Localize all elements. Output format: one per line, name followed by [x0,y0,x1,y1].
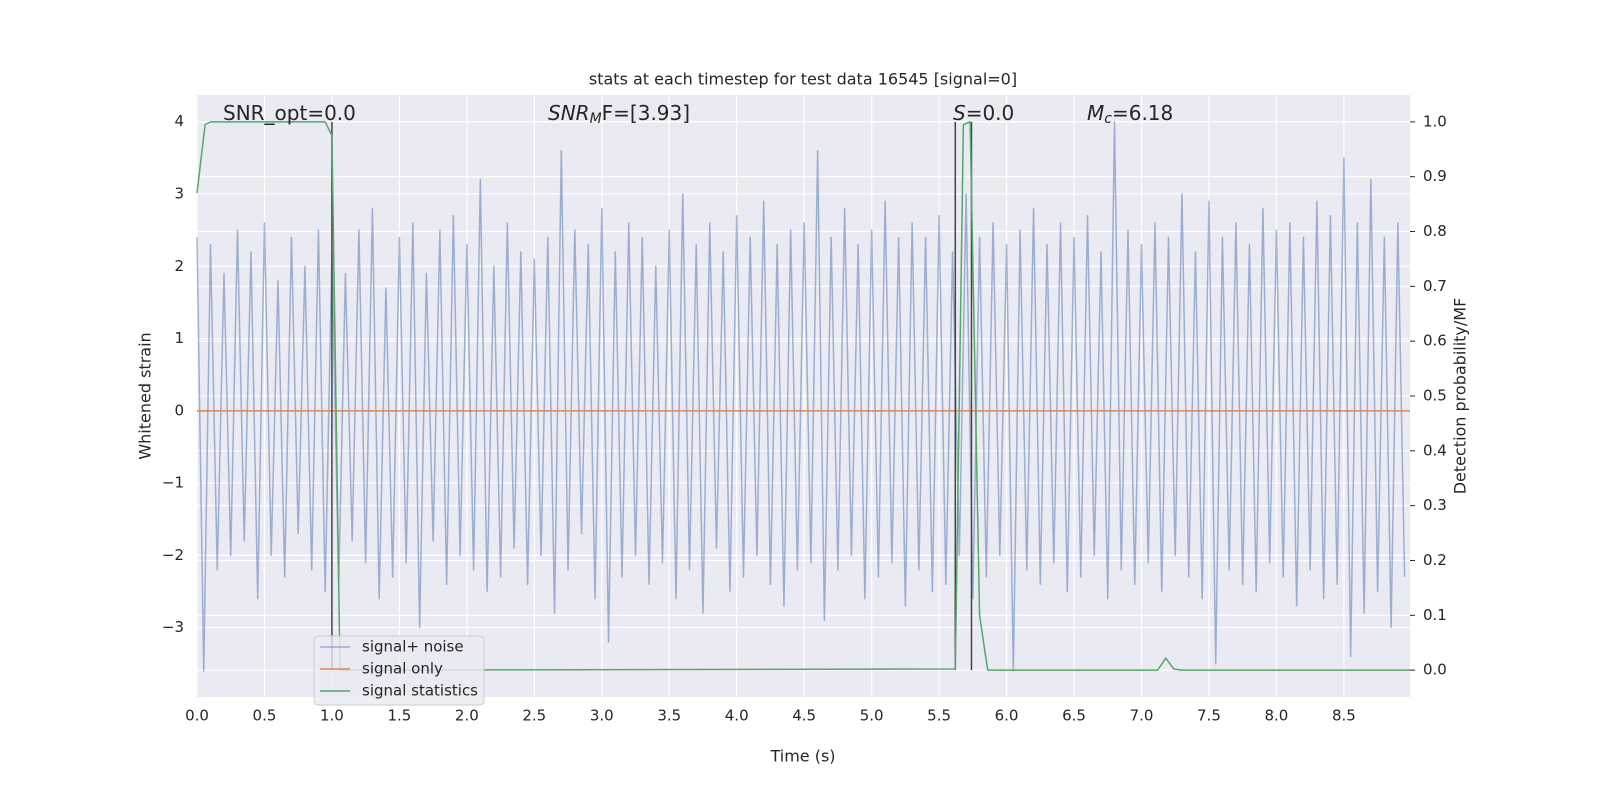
annotation-subscript: M [590,111,602,127]
legend-label: signal statistics [362,682,478,700]
y2-tick-label: 0.7 [1423,277,1447,295]
x-tick-label: 0.5 [253,707,277,725]
x-tick-label: 1.5 [387,707,411,725]
x-tick-label: 8.5 [1332,707,1356,725]
y-axis-label: Whitened strain [136,332,155,459]
y-tick-label: 3 [174,185,184,203]
legend-box [313,635,485,706]
y-tick-label: −1 [162,474,184,492]
y2-tick-label: 0.2 [1423,551,1447,569]
y-tick-label: −2 [162,546,184,564]
x-tick-label: 3.5 [657,707,681,725]
annotation: Mc=6.18 [1087,101,1173,128]
x-tick-label: 7.5 [1197,707,1221,725]
annotation-italic: SNR [548,101,590,125]
y-tick-label: 2 [174,257,184,275]
y2-tick-label: 0.6 [1423,332,1447,350]
y-tick-label: −3 [162,618,184,636]
legend-label: signal+ noise [362,638,464,656]
annotation: SNR_opt=0.0 [223,101,356,125]
x-tick-label: 0.0 [185,707,209,725]
annotation-text: =0.0 [966,101,1015,125]
x-axis-label: Time (s) [769,747,835,766]
y2-tick-label: 1.0 [1423,112,1447,130]
annotation-italic: M [1087,101,1104,125]
annotation-text: SNR_opt=0.0 [223,101,356,125]
x-tick-label: 3.0 [590,707,614,725]
legend-label: signal only [362,660,443,678]
x-tick-label: 2.5 [522,707,546,725]
x-tick-label: 8.0 [1264,707,1288,725]
y2-tick-label: 0.0 [1423,661,1447,679]
x-tick-label: 6.0 [995,707,1019,725]
x-tick-label: 4.5 [792,707,816,725]
x-tick-label: 7.0 [1130,707,1154,725]
series-line [196,120,1406,672]
x-tick-label: 2.0 [455,707,479,725]
y2-axis-label: Detection probability/MF [1451,298,1470,495]
y2-tick-label: 0.1 [1423,606,1447,624]
y-tick-label: 4 [174,112,184,130]
y2-tick-label: 0.9 [1423,167,1447,185]
x-tick-label: 4.0 [725,707,749,725]
annotation-text: =6.18 [1112,101,1173,125]
y-tick-label: 1 [174,329,184,347]
annotation: S=0.0 [953,101,1014,125]
chart-title: stats at each timestep for test data 165… [589,70,1017,89]
x-tick-label: 5.0 [860,707,884,725]
x-tick-label: 5.5 [927,707,951,725]
x-tick-label: 1.0 [320,707,344,725]
y-tick-label: 0 [174,401,184,419]
x-tick-label: 6.5 [1062,707,1086,725]
y2-tick-label: 0.8 [1423,222,1447,240]
y2-tick-label: 0.4 [1423,441,1447,459]
annotation-text: F=[3.93] [602,101,690,125]
annotation: SNRMF=[3.93] [548,101,690,128]
annotation-italic: S [953,101,966,125]
y2-tick-label: 0.3 [1423,496,1447,514]
annotation-subscript: c [1104,111,1112,127]
series-line [196,121,1410,671]
y2-tick-label: 0.5 [1423,387,1447,405]
